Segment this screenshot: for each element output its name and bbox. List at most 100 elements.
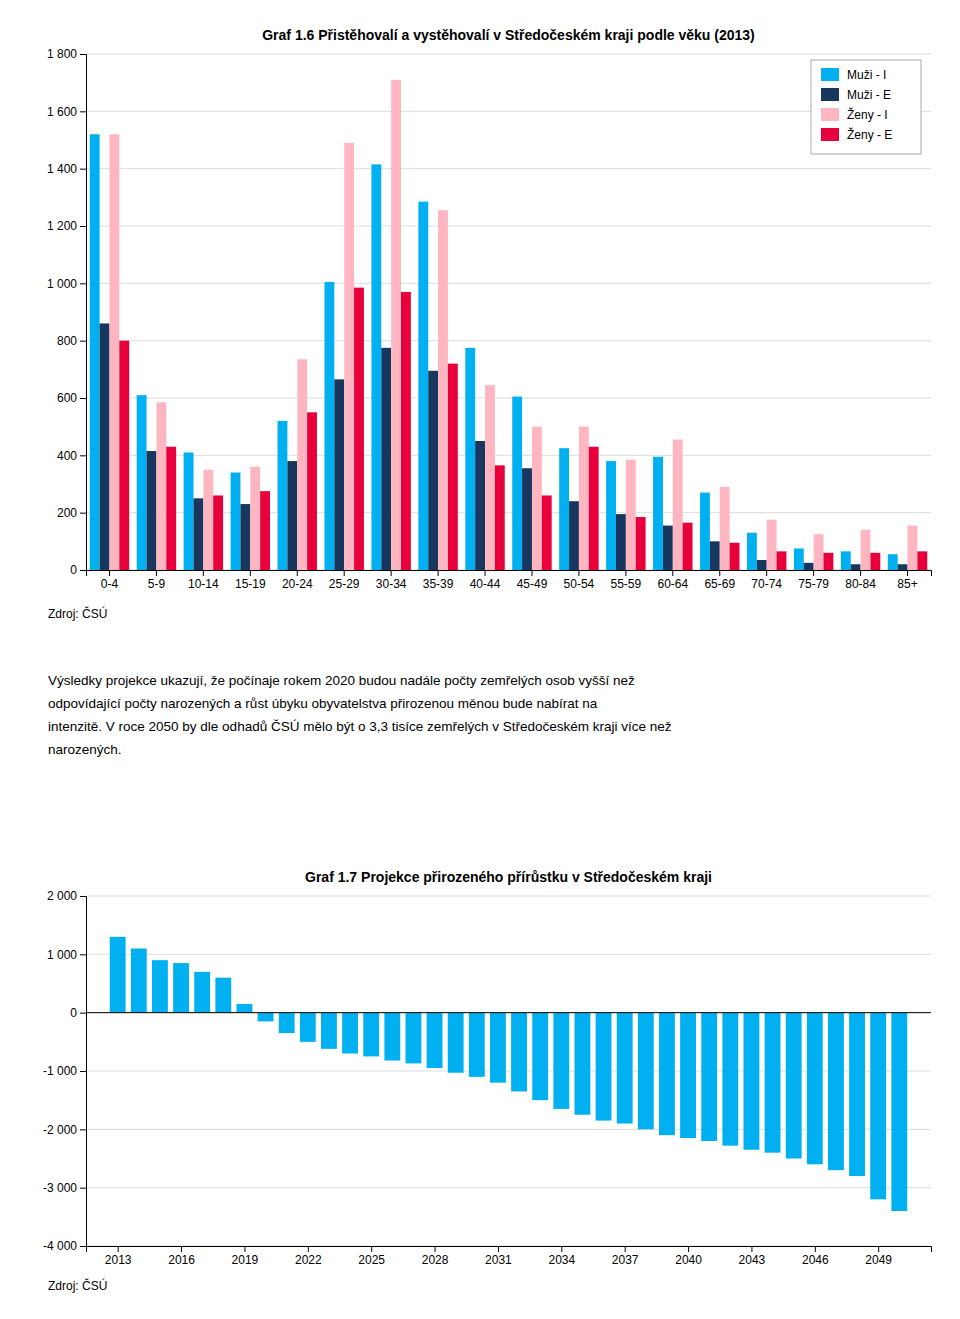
- legend-swatch: [821, 88, 839, 101]
- paragraph-line: narozených.: [48, 742, 122, 757]
- grid-line: [86, 226, 931, 227]
- series: [100, 323, 908, 570]
- x-tick-label: 50-54: [564, 577, 595, 591]
- bar: [532, 427, 542, 570]
- bar: [747, 533, 757, 570]
- y-tick-mark: [80, 896, 86, 897]
- x-tick: 2046: [802, 1246, 829, 1267]
- bar: [110, 937, 126, 1013]
- x-tick: 55-59: [611, 570, 642, 591]
- series: [90, 134, 898, 570]
- y-tick-label: 1 000: [47, 948, 77, 962]
- x-tick: 60-64: [657, 570, 688, 591]
- y-tick-label: -1 000: [43, 1064, 77, 1078]
- x-tick-mark: [766, 570, 767, 576]
- bar: [559, 448, 569, 570]
- x-tick: 2028: [422, 1246, 449, 1267]
- x-tick: 2040: [675, 1246, 702, 1267]
- bar: [511, 1013, 527, 1092]
- bar: [260, 491, 270, 570]
- x-tick-mark: [878, 1246, 879, 1252]
- x-tick-label: 2013: [105, 1253, 132, 1267]
- y-tick: 0: [70, 563, 86, 577]
- x-tick: 35-39: [423, 570, 454, 591]
- legend-frame: [811, 60, 921, 154]
- x-tick: 2016: [168, 1246, 195, 1267]
- legend-swatch: [821, 108, 839, 121]
- x-tick: 10-14: [188, 570, 219, 591]
- y-tick: 600: [57, 391, 86, 405]
- y-tick-mark: [80, 513, 86, 514]
- x-tick-label: 30-34: [376, 577, 407, 591]
- bar: [870, 1013, 886, 1200]
- bar: [194, 498, 204, 570]
- bar: [569, 501, 579, 570]
- bar: [680, 1013, 696, 1138]
- x-tick: 2031: [485, 1246, 512, 1267]
- x-tick-label: 2028: [422, 1253, 449, 1267]
- x-tick: 2019: [232, 1246, 259, 1267]
- y-tick-label: 200: [57, 506, 77, 520]
- x-tick-mark: [244, 1246, 245, 1252]
- x-tick: 15-19: [235, 570, 266, 591]
- legend-item: Muži - I: [821, 68, 886, 82]
- bar: [626, 460, 636, 570]
- bar: [342, 1013, 358, 1054]
- bar: [237, 1004, 253, 1013]
- x-tick: 2043: [739, 1246, 766, 1267]
- x-axis: 2013201620192022202520282031203420372040…: [87, 1246, 932, 1267]
- bar: [307, 412, 317, 570]
- x-tick-mark: [719, 570, 720, 576]
- y-tick-mark: [80, 111, 86, 112]
- grid-line: [86, 1071, 931, 1072]
- bar: [428, 371, 438, 570]
- bar: [701, 1013, 717, 1141]
- bar: [870, 553, 880, 570]
- x-tick-label: 75-79: [798, 577, 829, 591]
- bar: [250, 467, 260, 570]
- bar: [673, 440, 683, 570]
- x-tick-label: 45-49: [517, 577, 548, 591]
- y-tick-label: 2 000: [47, 889, 77, 903]
- y-tick: -3 000: [43, 1181, 86, 1195]
- grid-line: [86, 111, 931, 112]
- bar: [438, 210, 448, 570]
- x-tick-label: 2025: [358, 1253, 385, 1267]
- y-tick: -4 000: [43, 1239, 86, 1253]
- bar: [465, 348, 475, 570]
- bar: [137, 395, 147, 570]
- bar: [722, 1013, 738, 1146]
- bar: [490, 1013, 506, 1083]
- x-tick-mark: [813, 570, 814, 576]
- bar: [475, 441, 485, 570]
- y-axis: 02004006008001 0001 2001 4001 6001 800: [47, 47, 87, 577]
- bar: [119, 341, 129, 570]
- x-tick-mark: [531, 570, 532, 576]
- bar: [700, 493, 710, 570]
- bar: [616, 514, 626, 570]
- bar: [710, 541, 720, 570]
- x-tick-label: 2037: [612, 1253, 639, 1267]
- x-tick-mark: [438, 570, 439, 576]
- bar: [804, 563, 814, 570]
- bar: [720, 487, 730, 570]
- bar: [297, 359, 307, 570]
- bar: [278, 421, 288, 570]
- x-tick-mark: [578, 570, 579, 576]
- x-tick-label: 2040: [675, 1253, 702, 1267]
- grid-line: [86, 455, 931, 456]
- y-tick-mark: [80, 54, 86, 55]
- legend-label: Ženy - E: [847, 127, 892, 142]
- y-axis-line: [80, 897, 87, 1247]
- x-tick: 2034: [548, 1246, 575, 1267]
- x-tick-label: 2016: [168, 1253, 195, 1267]
- y-tick-label: 1 400: [47, 162, 77, 176]
- y-tick: 400: [57, 449, 86, 463]
- x-tick-mark: [561, 1246, 562, 1252]
- bar: [777, 551, 787, 570]
- x-tick-label: 35-39: [423, 577, 454, 591]
- bar: [109, 134, 119, 570]
- x-tick: 80-84: [845, 570, 876, 591]
- bar: [344, 143, 354, 570]
- legend-label: Muži - E: [847, 88, 891, 102]
